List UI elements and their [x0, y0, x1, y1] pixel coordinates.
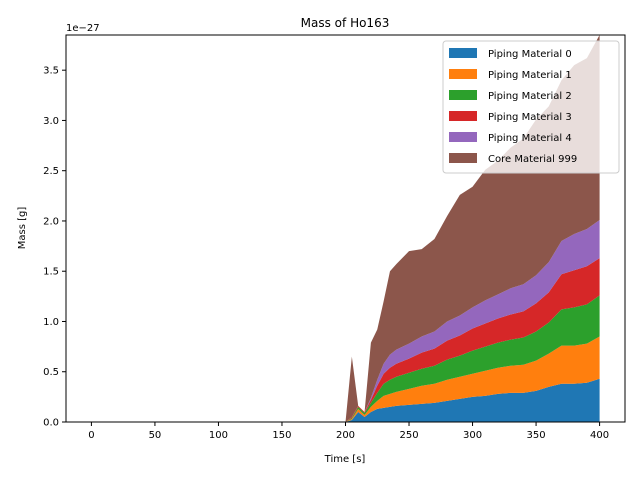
legend-label: Piping Material 0 [488, 49, 572, 60]
legend-label: Piping Material 1 [488, 70, 572, 81]
legend-swatch [449, 90, 477, 100]
area-series-5 [91, 35, 600, 422]
y-offset-label: 1e−27 [66, 23, 100, 34]
legend-label: Piping Material 2 [488, 91, 572, 102]
x-tick-label: 250 [399, 430, 418, 441]
legend: Piping Material 0 Piping Material 1 Piping… [442, 40, 620, 174]
plot-areas [91, 35, 600, 422]
legend-swatch [449, 48, 477, 58]
y-tick-label: 2.0 [43, 216, 59, 227]
x-axis-label: Time [s] [324, 454, 366, 465]
area-series-2 [91, 295, 600, 422]
x-tick-label: 50 [149, 430, 162, 441]
x-tick-label: 400 [590, 430, 609, 441]
legend-swatch [449, 111, 477, 121]
y-tick-label: 0.5 [43, 367, 59, 378]
legend-swatch [449, 69, 477, 79]
y-axis-label: Mass [g] [17, 207, 28, 250]
y-tick-label: 3.5 [43, 66, 59, 77]
x-tick-label: 300 [463, 430, 482, 441]
y-tick-label: 1.0 [43, 317, 59, 328]
area-series-1 [91, 336, 600, 422]
y-tick-label: 1.5 [43, 267, 59, 278]
legend-label: Core Material 999 [488, 154, 577, 165]
x-tick-label: 150 [272, 430, 291, 441]
x-tick-label: 0 [88, 430, 94, 441]
y-tick-label: 3.0 [43, 116, 59, 127]
y-tick-label: 2.5 [43, 166, 59, 177]
area-series-0 [91, 378, 600, 422]
area-series-3 [91, 258, 600, 422]
legend-box [442, 40, 620, 174]
legend-label: Piping Material 4 [488, 133, 572, 144]
x-tick-label: 100 [209, 430, 228, 441]
legend-label: Piping Material 3 [488, 112, 572, 123]
legend-swatch [449, 153, 477, 163]
legend-swatch [449, 132, 477, 142]
chart-title: Mass of Ho163 [301, 16, 390, 30]
x-axis-ticks: 0 50 100 150 200 250 300 350 400 [88, 422, 609, 441]
y-tick-label: 0.0 [43, 418, 59, 429]
x-tick-label: 200 [336, 430, 355, 441]
x-tick-label: 350 [527, 430, 546, 441]
y-axis-ticks: 0.0 0.5 1.0 1.5 2.0 2.5 3.0 3.5 [43, 66, 66, 429]
